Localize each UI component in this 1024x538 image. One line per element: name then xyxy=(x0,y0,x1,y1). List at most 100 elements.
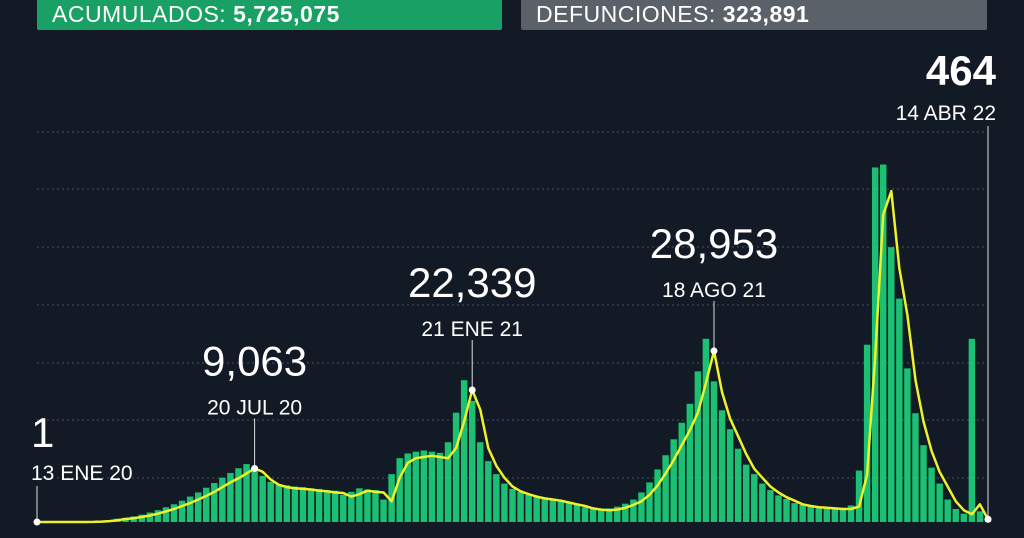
annotation-value: 1 xyxy=(31,409,54,456)
bar xyxy=(452,412,460,522)
bar xyxy=(235,468,242,522)
bar xyxy=(211,483,218,522)
bar xyxy=(847,505,855,522)
annotation-date: 13 ENE 20 xyxy=(31,462,133,485)
bar xyxy=(219,477,226,522)
bar xyxy=(751,474,758,522)
bar xyxy=(477,442,484,522)
bar xyxy=(428,451,436,522)
bar xyxy=(291,486,299,522)
bar xyxy=(799,504,806,522)
bar xyxy=(194,492,202,522)
annotation-dot xyxy=(710,347,718,355)
bar xyxy=(710,381,718,522)
bar xyxy=(549,498,557,522)
bar xyxy=(533,496,540,522)
bar xyxy=(678,422,685,522)
trend-line xyxy=(37,189,990,524)
annotation-value: 22,339 xyxy=(408,259,536,306)
bar xyxy=(767,490,774,522)
bar xyxy=(855,470,863,522)
deaths-label: DEFUNCIONES: xyxy=(536,1,716,27)
bar xyxy=(412,451,420,522)
bar xyxy=(243,464,250,522)
bar xyxy=(936,483,943,522)
bar xyxy=(605,508,613,522)
bar xyxy=(331,490,339,522)
bar xyxy=(952,509,959,522)
bar xyxy=(759,483,766,522)
bar xyxy=(162,507,170,522)
bar xyxy=(896,298,903,522)
bar xyxy=(823,507,831,522)
bar xyxy=(436,452,444,522)
bar xyxy=(186,496,194,522)
annotation-dot xyxy=(251,464,259,472)
bar xyxy=(364,489,371,522)
bar xyxy=(742,464,750,522)
bar xyxy=(920,445,927,522)
bar xyxy=(251,468,258,522)
bar xyxy=(146,512,154,522)
bar xyxy=(396,458,403,522)
accumulated-label: ACUMULADOS: xyxy=(52,1,226,27)
annotation-dot xyxy=(468,386,476,394)
bar xyxy=(565,503,573,522)
bar xyxy=(888,247,895,522)
bar xyxy=(356,488,363,522)
bar xyxy=(968,338,976,522)
bar xyxy=(928,467,935,522)
bar xyxy=(863,344,871,522)
grid xyxy=(37,131,987,479)
bar xyxy=(831,507,839,522)
bar xyxy=(380,499,387,522)
accumulated-value: 5,725,075 xyxy=(233,1,340,27)
annotation-date: 21 ENE 21 xyxy=(421,318,523,341)
bar xyxy=(348,491,355,522)
deaths-text: DEFUNCIONES: 323,891 xyxy=(536,1,809,27)
bar xyxy=(460,380,468,522)
bar xyxy=(170,504,178,522)
bar xyxy=(702,338,710,522)
bar xyxy=(589,508,597,522)
bar xyxy=(525,494,532,522)
bar xyxy=(726,429,734,522)
annotation-date: 18 AGO 21 xyxy=(662,279,766,302)
bar xyxy=(783,498,790,522)
bar xyxy=(178,500,186,522)
bar xyxy=(283,485,291,522)
bar xyxy=(960,513,968,522)
bar xyxy=(509,488,516,522)
bar xyxy=(622,503,629,522)
bar xyxy=(976,511,984,522)
deaths-value: 323,891 xyxy=(723,1,810,27)
bar xyxy=(597,509,605,522)
bar xyxy=(372,490,379,522)
annotation-value: 9,063 xyxy=(202,337,307,384)
bar xyxy=(517,491,524,522)
annotation-dot xyxy=(33,518,41,526)
bar xyxy=(614,506,621,522)
bar xyxy=(815,506,822,522)
bar xyxy=(501,483,508,522)
bar xyxy=(299,487,307,522)
bar xyxy=(275,484,283,522)
bar xyxy=(493,474,500,522)
bar xyxy=(662,455,669,522)
bar xyxy=(581,507,589,522)
bar xyxy=(880,164,887,522)
bar xyxy=(154,510,162,522)
bar xyxy=(646,482,653,522)
bar xyxy=(227,472,234,522)
accumulated-box xyxy=(37,0,502,30)
bar xyxy=(340,494,347,522)
bar xyxy=(912,413,919,522)
bar xyxy=(630,499,637,522)
annotation-date: 14 ABR 22 xyxy=(896,102,996,125)
bar xyxy=(718,410,726,522)
bar xyxy=(904,368,911,522)
bar xyxy=(444,442,452,522)
bar xyxy=(307,488,315,522)
bar xyxy=(686,403,694,522)
